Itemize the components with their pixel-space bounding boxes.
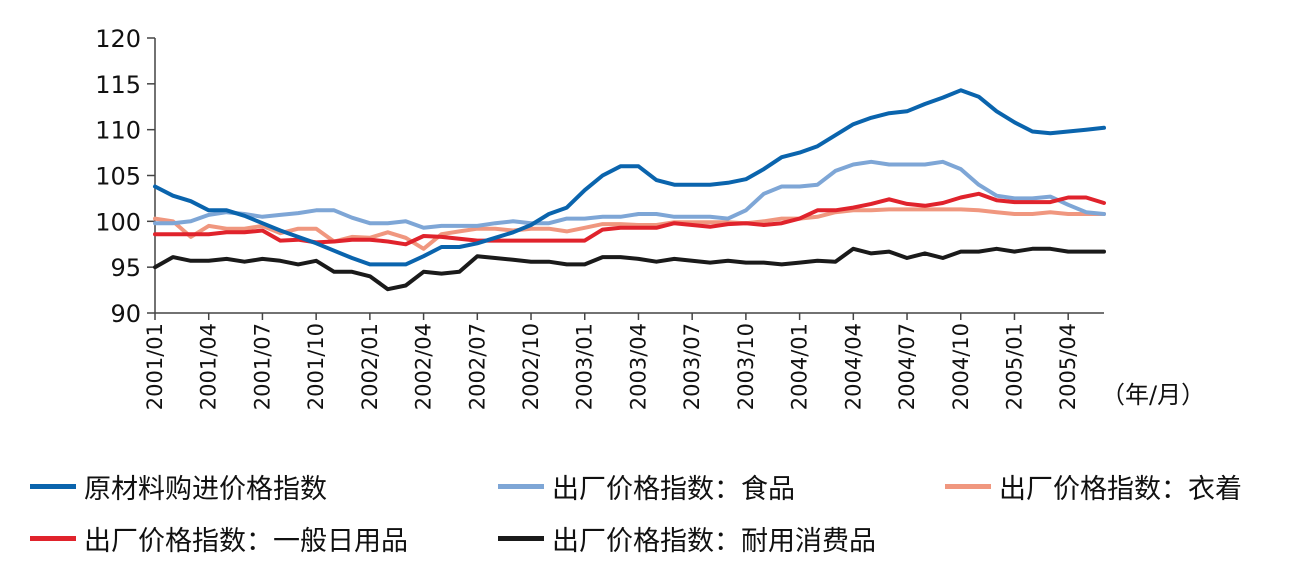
legend-item-food: 出厂价格指数：食品 xyxy=(498,464,795,508)
y-tick-label: 100 xyxy=(95,208,141,236)
legend-label: 出厂价格指数：一般日用品 xyxy=(84,525,408,557)
plot-area xyxy=(153,88,1106,292)
x-tick-label: 2003/10 xyxy=(734,323,758,410)
x-tick-label: 2003/01 xyxy=(573,323,597,410)
x-tick-label: 2001/10 xyxy=(304,323,328,410)
legend-label: 原材料购进价格指数 xyxy=(84,473,327,505)
x-tick-label: 2001/01 xyxy=(143,323,167,410)
legend-item-durable-goods: 出厂价格指数：耐用消费品 xyxy=(498,516,876,560)
series-line-2 xyxy=(153,207,1106,251)
y-tick-label: 110 xyxy=(95,117,141,145)
x-tick-label: 2005/01 xyxy=(1002,323,1026,410)
legend-item-daily-goods: 出厂价格指数：一般日用品 xyxy=(30,516,408,560)
legend-swatch xyxy=(30,535,76,541)
x-tick-label: 2004/10 xyxy=(949,323,973,410)
x-tick-label: 2005/04 xyxy=(1056,323,1080,410)
legend-swatch xyxy=(498,483,544,489)
x-tick-label: 2003/04 xyxy=(626,323,650,410)
series-line-4 xyxy=(153,246,1106,292)
y-axis: 90 95 100 105 110 115 120 xyxy=(95,25,156,328)
x-unit-label: （年/月） xyxy=(1101,381,1205,409)
legend-item-raw-material: 原材料购进价格指数 xyxy=(30,464,327,508)
x-tick-label: 2004/04 xyxy=(841,323,865,410)
x-tick-label: 2002/10 xyxy=(519,323,543,410)
legend-swatch xyxy=(30,483,76,489)
y-tick-label: 120 xyxy=(95,25,141,53)
x-tick-label: 2004/01 xyxy=(788,323,812,410)
x-tick-label: 2003/07 xyxy=(680,323,704,410)
x-tick-label: 2001/07 xyxy=(250,323,274,410)
legend-label: 出厂价格指数：衣着 xyxy=(999,473,1242,505)
legend-swatch xyxy=(498,535,544,541)
series-line-1 xyxy=(153,159,1106,230)
y-tick-label: 115 xyxy=(95,71,141,99)
x-tick-label: 2001/04 xyxy=(197,323,221,410)
legend-label: 出厂价格指数：耐用消费品 xyxy=(552,525,876,557)
x-tick-label: 2002/01 xyxy=(358,323,382,410)
x-tick-label: 2004/07 xyxy=(895,323,919,410)
y-tick-label: 95 xyxy=(110,254,141,282)
x-axis: 2001/01 2001/04 2001/07 2001/10 2002/01 2002/… xyxy=(143,312,1104,410)
series-line-0 xyxy=(153,88,1106,267)
legend-label: 出厂价格指数：食品 xyxy=(552,473,795,505)
y-tick-label: 90 xyxy=(110,300,141,328)
x-tick-label: 2002/07 xyxy=(465,323,489,410)
legend-item-clothing: 出厂价格指数：衣着 xyxy=(945,464,1242,508)
y-tick-label: 105 xyxy=(95,163,141,191)
legend-swatch xyxy=(945,483,991,489)
x-tick-label: 2002/04 xyxy=(412,323,436,410)
legend: 原材料购进价格指数 出厂价格指数：食品 出厂价格指数：衣着 出厂价格指数：一般日… xyxy=(0,462,1301,566)
